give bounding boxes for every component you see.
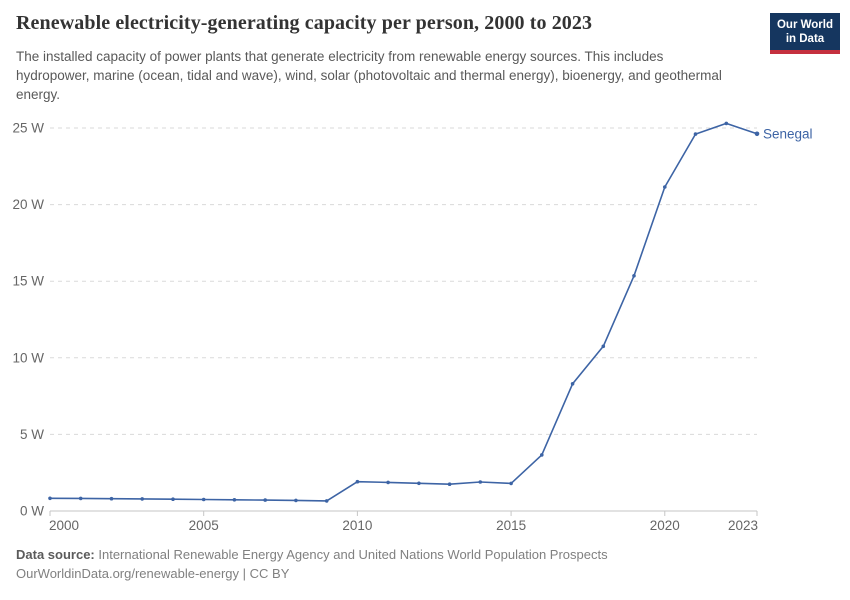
series-line-senegal[interactable]	[49, 122, 758, 502]
y-tick-label-5: 5 W	[20, 427, 44, 442]
y-tick-label-0: 0 W	[20, 504, 44, 519]
data-source-label: Data source:	[16, 547, 95, 562]
y-tick-label-25: 25 W	[12, 121, 44, 136]
x-tick-label-2015: 2015	[496, 518, 526, 533]
data-point[interactable]	[632, 274, 636, 278]
data-point[interactable]	[263, 498, 268, 502]
chart-footer: Data source: International Renewable Ene…	[16, 547, 608, 581]
data-point[interactable]	[232, 498, 237, 502]
data-point[interactable]	[417, 481, 421, 486]
series-label-senegal[interactable]: Senegal	[763, 126, 813, 141]
data-point[interactable]	[693, 132, 698, 136]
data-point[interactable]	[540, 453, 544, 457]
x-tick-label-2000: 2000	[49, 518, 79, 533]
data-point[interactable]	[724, 121, 729, 126]
data-point[interactable]	[109, 496, 114, 501]
chart-subtitle: The installed capacity of power plants t…	[16, 49, 722, 102]
footer-license: | CC BY	[239, 566, 290, 581]
data-source-text: International Renewable Energy Agency an…	[94, 547, 608, 562]
x-tick-label-2023: 2023	[728, 518, 758, 533]
data-point[interactable]	[601, 344, 606, 349]
data-point[interactable]	[294, 498, 298, 503]
y-tick-label-10: 10 W	[12, 350, 44, 365]
data-point[interactable]	[754, 131, 760, 137]
owid-logo-line2: in Data	[785, 33, 825, 45]
data-point[interactable]	[663, 185, 667, 189]
data-point[interactable]	[478, 480, 483, 484]
page-title: Renewable electricity-generating capacit…	[16, 12, 593, 34]
data-source-row: Data source: International Renewable Ene…	[16, 547, 608, 562]
data-point[interactable]	[509, 481, 513, 486]
owid-logo[interactable]: Our World in Data	[770, 13, 840, 54]
data-point[interactable]	[447, 482, 452, 487]
data-point[interactable]	[78, 496, 83, 501]
data-point[interactable]	[201, 497, 206, 502]
data-point[interactable]	[48, 496, 52, 501]
x-tick-label-2020: 2020	[650, 518, 680, 533]
footer-link[interactable]: OurWorldinData.org/renewable-energy	[16, 566, 240, 581]
y-tick-label-15: 15 W	[12, 274, 44, 289]
owid-logo-line1: Our World	[776, 19, 833, 31]
license-row: OurWorldinData.org/renewable-energy | CC…	[16, 566, 608, 581]
y-tick-label-20: 20 W	[12, 197, 44, 212]
data-point[interactable]	[570, 382, 575, 386]
data-point[interactable]	[386, 480, 390, 485]
data-point[interactable]	[324, 499, 329, 503]
x-tick-label-2010: 2010	[342, 518, 372, 533]
x-tick-label-2005: 2005	[189, 518, 219, 533]
data-point[interactable]	[171, 497, 175, 502]
data-point[interactable]	[140, 497, 144, 501]
data-point[interactable]	[355, 479, 360, 484]
